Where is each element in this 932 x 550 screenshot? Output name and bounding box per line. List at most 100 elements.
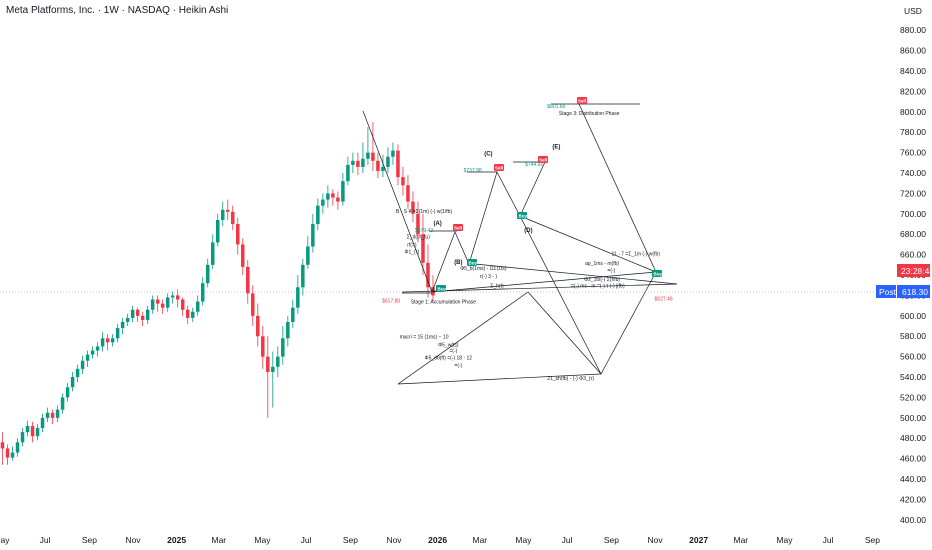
annotation-text: Stage 3: Distribution Phase — [559, 111, 620, 117]
price-tick-label: 780.00 — [900, 127, 926, 137]
candle-body — [296, 287, 300, 308]
candle-body — [411, 201, 415, 214]
time-tick-label: Jul — [40, 535, 51, 545]
candle-body — [0, 442, 5, 449]
candle-body — [135, 309, 140, 316]
candle-body — [286, 321, 290, 339]
candle-body — [426, 262, 430, 288]
time-tick-label: Nov — [386, 535, 402, 545]
candle — [25, 420, 30, 437]
candle-body — [60, 397, 65, 410]
price-tick-label: 700.00 — [900, 209, 926, 219]
candle — [10, 446, 15, 461]
candle-body — [276, 356, 280, 367]
candle-body — [215, 219, 220, 243]
candle-body — [381, 166, 385, 171]
candle — [226, 199, 230, 220]
svg-text:Buy: Buy — [469, 261, 478, 266]
candle — [251, 285, 255, 327]
candle — [421, 213, 425, 276]
candle-body — [346, 164, 350, 182]
candle — [376, 152, 380, 179]
candle — [205, 258, 210, 288]
candle — [256, 303, 260, 347]
candle — [220, 201, 225, 227]
candle-body — [90, 350, 95, 355]
candle — [50, 409, 55, 424]
time-tick-label: Sep — [865, 535, 880, 545]
candle-body — [130, 309, 135, 318]
candle-body — [336, 197, 340, 202]
candle-body — [80, 360, 85, 369]
candle — [185, 305, 190, 324]
trend-line — [397, 373, 602, 385]
candle-body — [140, 315, 145, 320]
annotation-text: =(-) — [454, 363, 462, 369]
candle — [45, 407, 50, 422]
time-tick-label: Mar — [734, 535, 749, 545]
candle-body — [75, 368, 80, 378]
candle-body — [55, 409, 60, 418]
candle-body — [5, 448, 10, 458]
time-tick-label: Jul — [562, 535, 573, 545]
annotation-text: rf(=) — [407, 242, 417, 248]
time-tick-label: Sep — [343, 535, 358, 545]
candle — [170, 291, 175, 304]
candle-body — [15, 442, 20, 453]
price-tick-label: 560.00 — [900, 352, 926, 362]
candle — [326, 185, 330, 208]
time-tick-label: Nov — [647, 535, 663, 545]
candle — [35, 423, 40, 441]
candle-body — [396, 150, 400, 178]
candle-body — [371, 152, 375, 161]
candle — [296, 275, 300, 314]
annotation-layer: (A) (B) (C) (D) (E) $617.80 $679.42 $737.98 $744… — [382, 104, 673, 382]
candle-body — [236, 224, 240, 245]
candle — [40, 413, 45, 433]
annotation-text: =(-) — [449, 349, 457, 355]
trend-line — [519, 215, 657, 273]
candle-body — [65, 387, 70, 398]
annotation-text: B - S ¥ =Σ(1m) (-) w(1/fb) — [396, 209, 452, 215]
candle-body — [195, 301, 200, 312]
time-tick-label: May — [776, 535, 793, 545]
candle-body — [185, 309, 190, 318]
chart-title: Meta Platforms, Inc. · 1W · NASDAQ · Hei… — [6, 5, 228, 16]
post-label: Post — [879, 287, 897, 297]
candle-body — [205, 264, 210, 284]
annotation-text: =(-) ms - m =(-) τ (-) j(fb) — [571, 283, 625, 289]
candle-body — [241, 244, 245, 267]
buy-tag: Buy — [517, 212, 527, 219]
candle — [231, 205, 235, 231]
candle — [281, 326, 285, 365]
annotation-text: Φ5_b(1ms) - ΩΣ(1ts) — [460, 266, 507, 272]
annotation-text: ap_1ms - m(fb) — [585, 261, 619, 267]
candle — [241, 238, 245, 276]
candle-body — [421, 234, 425, 263]
candle — [145, 305, 150, 324]
sell-tag: Sell — [453, 224, 463, 231]
svg-text:Sell: Sell — [454, 226, 462, 231]
candle — [391, 142, 395, 165]
candle — [301, 258, 305, 296]
candle — [261, 326, 265, 369]
time-tick-label: 2027 — [689, 535, 708, 545]
candle-body — [50, 412, 55, 418]
candle-body — [170, 295, 175, 298]
annotation-text: Σ_h(t) — [490, 283, 504, 289]
time-tick-label: Nov — [125, 535, 141, 545]
candle — [5, 444, 10, 465]
sell-tag: Sell — [577, 97, 587, 104]
candle-body — [311, 224, 315, 247]
candle-body — [231, 211, 235, 225]
candle — [85, 350, 90, 367]
time-axis[interactable]: May Jul Sep Nov 2025 Mar May Jul Sep Nov 2026 Mar Ma… — [0, 535, 880, 545]
annotation-text: Φ1_(τ) — [404, 250, 419, 256]
candle — [0, 432, 5, 465]
candle-body — [70, 377, 75, 388]
candle-body — [190, 311, 195, 318]
candle — [110, 334, 115, 347]
candle-body — [100, 338, 105, 347]
candle — [341, 173, 345, 206]
